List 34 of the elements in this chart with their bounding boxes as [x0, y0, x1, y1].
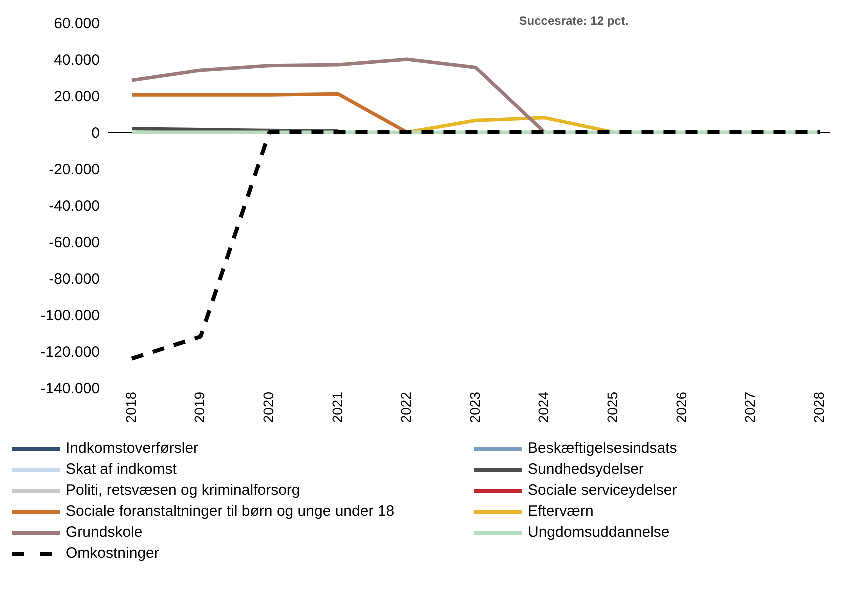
legend-label: Indkomstoverførsler	[66, 440, 199, 457]
x-tick-label: 2019	[192, 392, 208, 424]
x-tick-label: 2027	[742, 392, 758, 424]
chart-title: Succesrate: 12 pct.	[519, 14, 629, 28]
x-tick-label: 2023	[466, 392, 483, 424]
x-tick-label: 2024	[536, 392, 552, 424]
x-tick-label: 2022	[398, 392, 414, 424]
y-tick-label: -20.000	[49, 161, 100, 178]
y-tick-label: 40.000	[54, 52, 100, 69]
y-tick-label: -60.000	[49, 234, 100, 252]
x-tick-label: 2021	[329, 392, 346, 424]
y-tick-label: -100.000	[40, 307, 100, 324]
y-tick-label: 0	[92, 124, 100, 142]
legend-label: Sociale serviceydelser	[528, 482, 678, 499]
y-tick-label: -80.000	[49, 270, 100, 288]
legend-label: Grundskole	[66, 524, 143, 541]
y-tick-label: -120.000	[40, 344, 100, 361]
legend-label: Politi, retsvæsen og kriminalforsorg	[66, 482, 300, 499]
x-tick-label: 2018	[122, 392, 139, 424]
legend-label: Sociale foranstaltninger til børn og unge under 18	[66, 503, 395, 520]
legend-label: Sundhedsydelser	[528, 461, 644, 478]
x-tick-label: 2025	[604, 392, 621, 424]
y-tick-label: -140.000	[40, 380, 100, 398]
x-tick-label: 2028	[810, 392, 827, 424]
x-tick-label: 2020	[260, 392, 277, 424]
legend-label: Ungdomsuddannelse	[528, 524, 670, 541]
y-tick-label: 60.000	[54, 15, 100, 32]
legend-label: Beskæftigelsesindsats	[528, 440, 678, 457]
y-tick-label: 20.000	[54, 88, 100, 106]
legend-label: Skat af indkomst	[66, 461, 177, 478]
x-tick-label: 2026	[673, 392, 690, 424]
y-tick-label: -40.000	[49, 198, 100, 215]
legend-label: Omkostninger	[66, 545, 160, 562]
legend-label: Efterværn	[528, 503, 594, 520]
